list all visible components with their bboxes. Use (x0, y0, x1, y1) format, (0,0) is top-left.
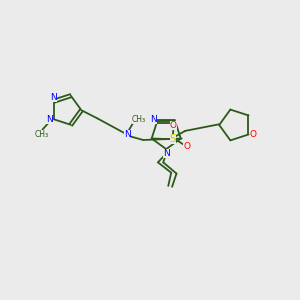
Text: N: N (163, 149, 169, 158)
Text: N: N (46, 115, 53, 124)
Text: O: O (170, 122, 177, 130)
Text: CH₃: CH₃ (35, 130, 49, 140)
Text: S: S (169, 134, 176, 144)
Text: N: N (50, 93, 57, 102)
Text: CH₃: CH₃ (132, 115, 146, 124)
Text: N: N (150, 115, 157, 124)
Text: N: N (124, 130, 130, 139)
Text: O: O (183, 142, 190, 151)
Text: O: O (250, 130, 257, 139)
